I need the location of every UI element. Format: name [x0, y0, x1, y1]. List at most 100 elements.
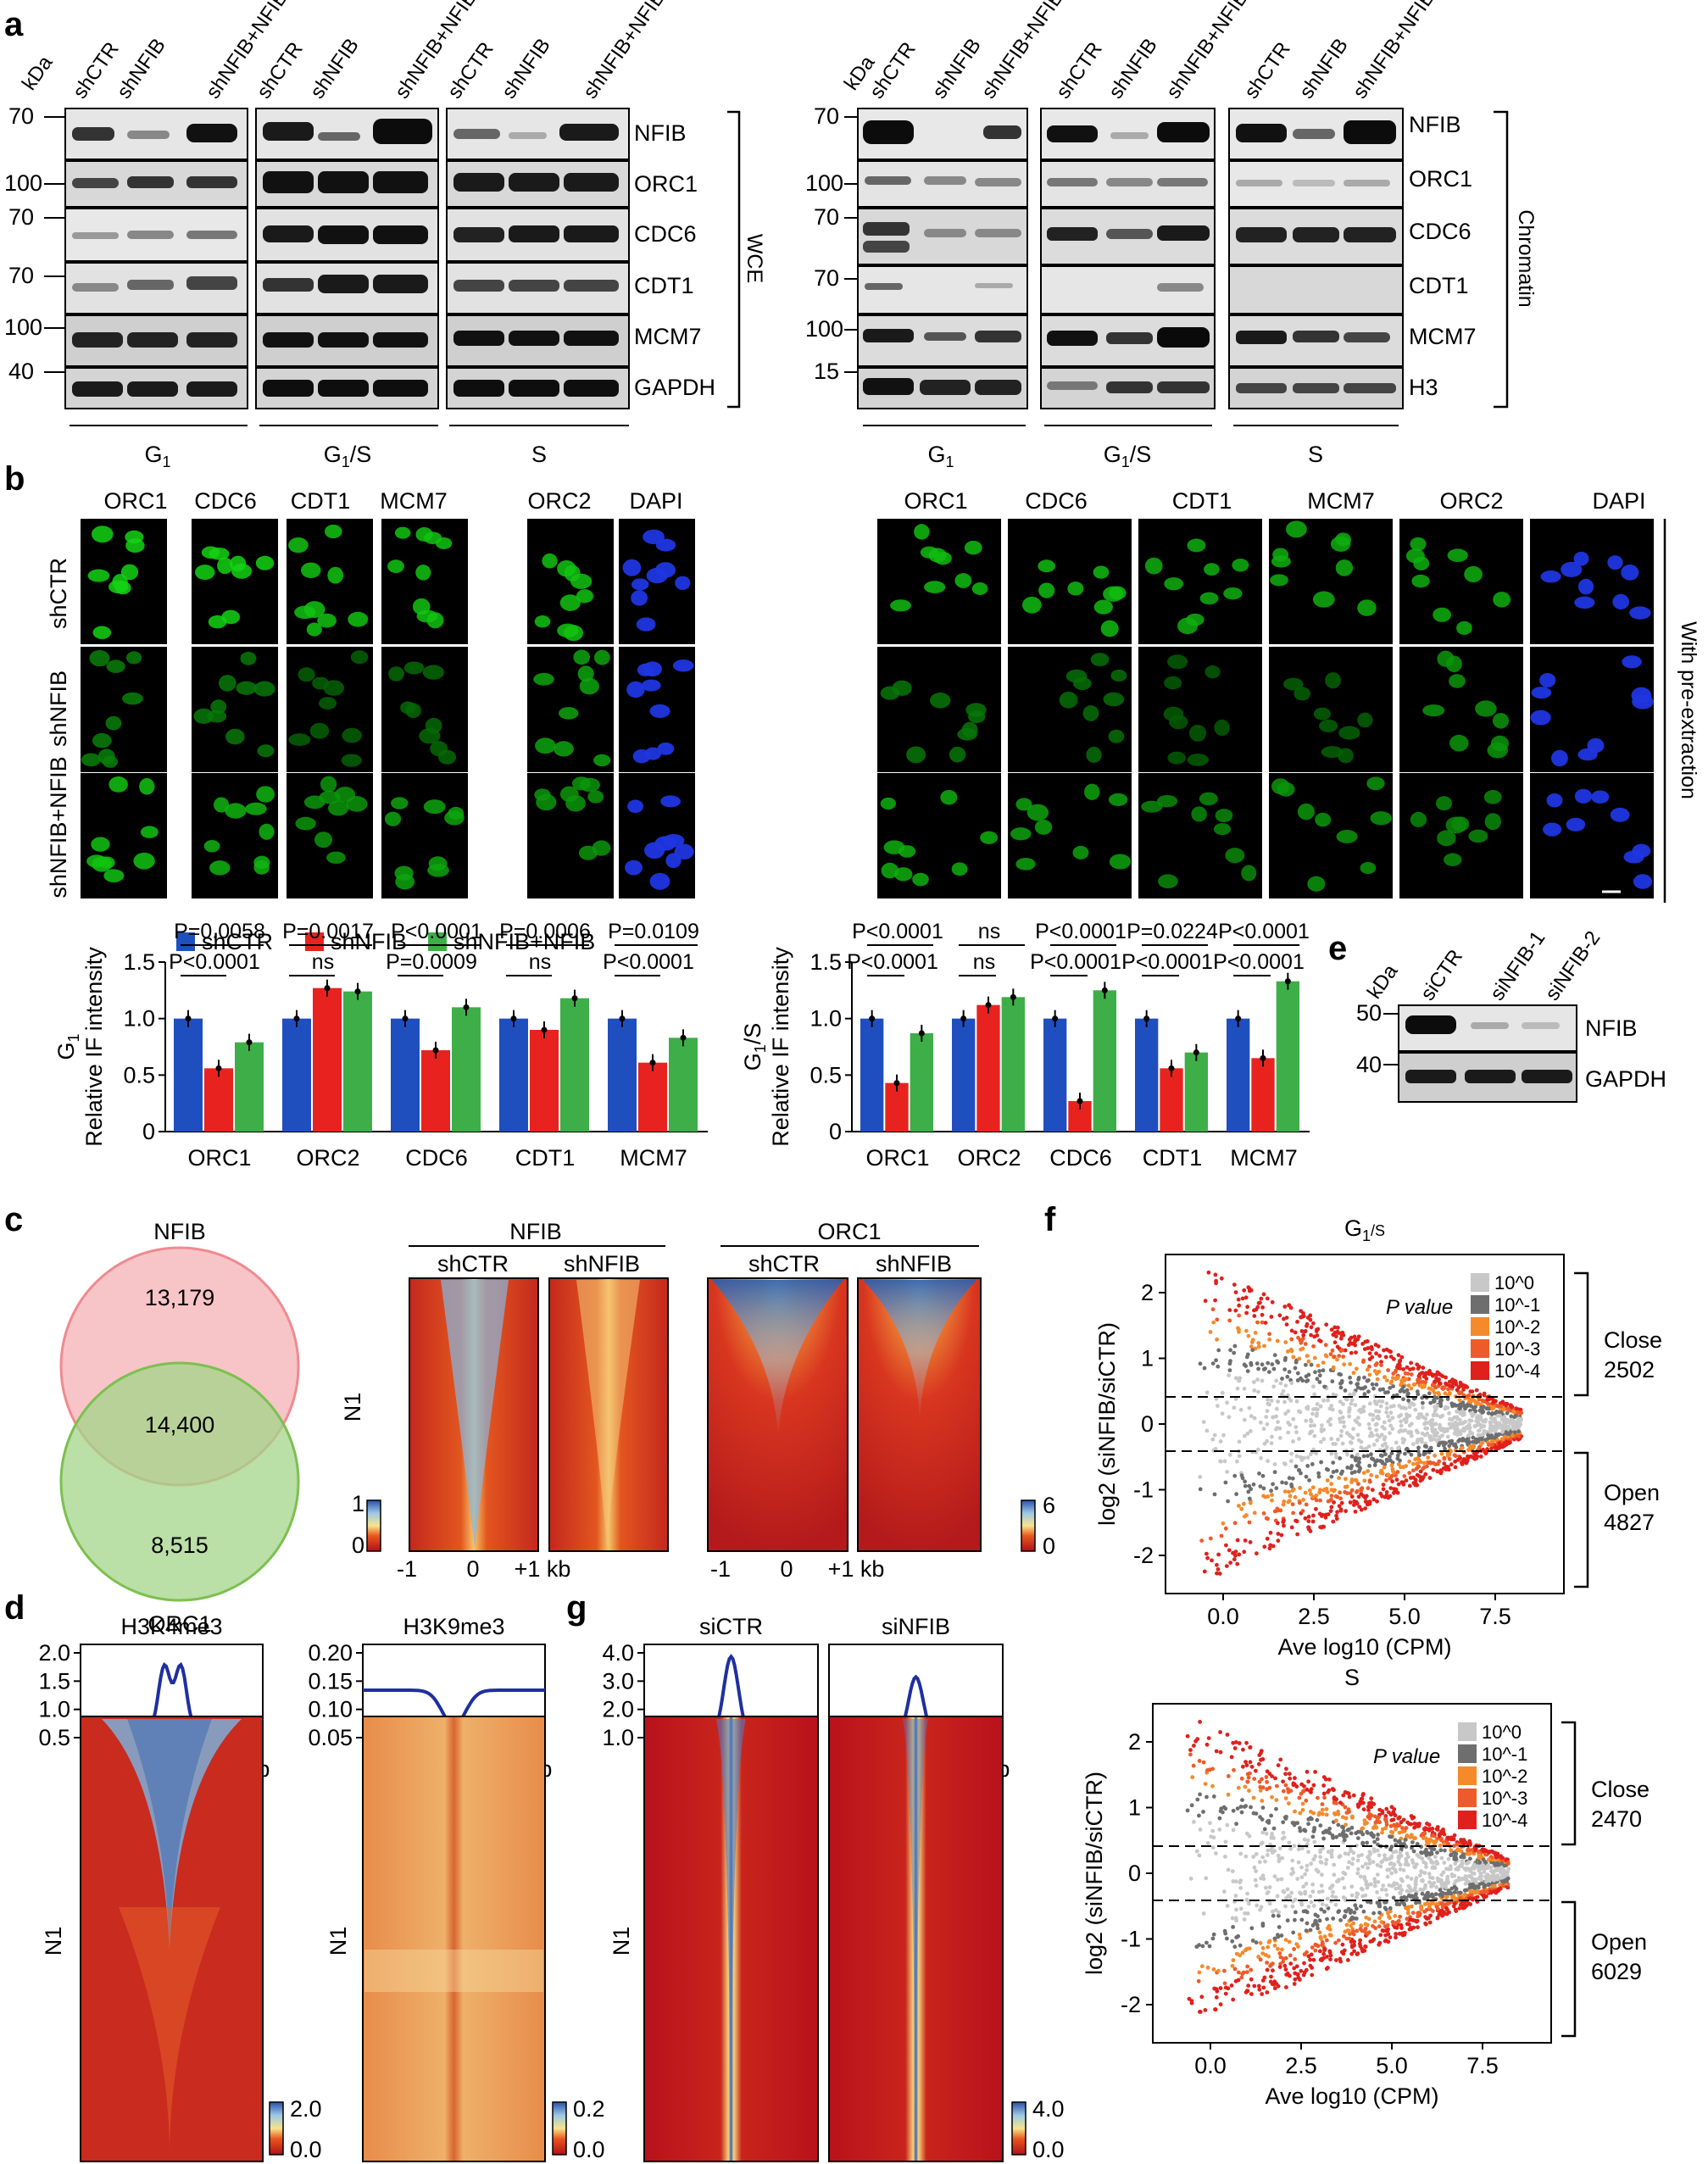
- ma-point: [1319, 1439, 1323, 1444]
- ma-point: [1287, 1303, 1292, 1308]
- ma-point: [1480, 1410, 1485, 1415]
- ma-point: [1340, 1832, 1345, 1837]
- ma-point: [1445, 1907, 1449, 1912]
- ma-point: [1356, 1866, 1360, 1872]
- data-point: [1284, 978, 1291, 985]
- ma-point: [1318, 1949, 1322, 1954]
- group-label: G1/S: [1104, 442, 1152, 470]
- nucleus: [1187, 538, 1206, 553]
- x-tick-label: MCM7: [620, 1145, 687, 1171]
- ma-point: [1387, 1349, 1392, 1354]
- ma-point: [1479, 1432, 1484, 1438]
- ma-point: [1283, 1783, 1288, 1788]
- panel-b-if-headers: ORC1 CDC6 CDT1 MCM7 ORC2 DAPI ORC1 CDC6 …: [46, 488, 1700, 903]
- ma-point: [1291, 1899, 1295, 1904]
- ma-point: [1453, 1442, 1458, 1447]
- ma-point: [1346, 1791, 1351, 1796]
- ma-point: [1399, 1480, 1405, 1484]
- nucleus: [1158, 874, 1178, 889]
- ma-point: [1510, 1427, 1516, 1432]
- ma-point: [1362, 1347, 1367, 1351]
- p-value: P<0.0001: [1213, 950, 1305, 974]
- nucleus: [1622, 655, 1642, 669]
- colorbar-max: 0.2: [573, 2096, 605, 2122]
- ma-point: [1481, 1849, 1486, 1854]
- ma-point: [1287, 1489, 1291, 1494]
- ma-point: [1391, 1404, 1396, 1409]
- ma-point: [1238, 1943, 1243, 1948]
- ma-point: [1326, 1789, 1330, 1794]
- ma-point: [1197, 1853, 1202, 1858]
- nucleus: [102, 755, 119, 768]
- ma-point: [1298, 1936, 1303, 1940]
- ma-point: [1288, 1776, 1293, 1781]
- ma-point: [1275, 1338, 1280, 1343]
- ma-point: [1299, 1782, 1305, 1787]
- nucleus: [1086, 747, 1102, 764]
- ma-point: [1514, 1421, 1518, 1425]
- ma-point: [1343, 1851, 1348, 1856]
- ma-point: [1413, 1477, 1418, 1483]
- ma-point: [1280, 1947, 1284, 1952]
- ma-point: [1383, 1888, 1388, 1893]
- ma-point: [1469, 1418, 1474, 1423]
- ma-point: [1433, 1453, 1437, 1458]
- ma-point: [1320, 1802, 1325, 1807]
- ma-point: [1422, 1827, 1427, 1832]
- ma-point: [1355, 1894, 1359, 1900]
- ma-point: [1310, 1411, 1315, 1416]
- ma-point: [1211, 1932, 1216, 1937]
- ma-point: [1271, 1913, 1276, 1918]
- ma-point: [1216, 1404, 1220, 1408]
- nucleus: [1141, 800, 1163, 813]
- ma-point: [1249, 1344, 1254, 1349]
- ma-point: [1293, 1917, 1297, 1922]
- ma-point: [1230, 1916, 1235, 1921]
- ma-point: [1275, 1521, 1280, 1526]
- p-value: P<0.0001: [603, 950, 694, 974]
- nucleus: [324, 524, 342, 539]
- nucleus: [1205, 665, 1221, 679]
- ma-point: [1333, 1895, 1338, 1900]
- ma-point: [1280, 1480, 1284, 1485]
- ma-point: [1367, 1357, 1372, 1361]
- ma-point: [1205, 1768, 1210, 1772]
- nucleus: [1487, 742, 1508, 759]
- protein-label: MCM7: [1409, 324, 1477, 349]
- ma-point: [1443, 1446, 1447, 1451]
- ma-point: [1249, 1362, 1254, 1367]
- ma-point: [1246, 1775, 1251, 1780]
- ma-point: [1308, 1816, 1313, 1821]
- ma-point: [1488, 1420, 1493, 1425]
- ma-point: [1380, 1887, 1384, 1892]
- ma-point: [1233, 1894, 1238, 1898]
- ma-point: [1195, 1797, 1200, 1802]
- ma-point: [1377, 1388, 1383, 1392]
- ma-point: [1327, 1827, 1332, 1831]
- ma-point: [1379, 1920, 1384, 1924]
- ma-point: [1247, 1483, 1252, 1488]
- ma-point: [1304, 1418, 1309, 1423]
- nucleus: [890, 599, 911, 612]
- ma-point: [1333, 1940, 1338, 1945]
- ma-point: [1388, 1905, 1393, 1911]
- ma-point: [1318, 1339, 1323, 1343]
- ma-point: [1360, 1887, 1365, 1892]
- close-count: 2470: [1591, 1806, 1642, 1832]
- ma-point: [1342, 1838, 1347, 1843]
- ma-point: [1459, 1890, 1463, 1895]
- nucleus: [424, 531, 442, 545]
- ma-point: [1221, 1521, 1226, 1526]
- ma-point: [1378, 1491, 1383, 1496]
- ma-point: [1505, 1861, 1510, 1866]
- ma-point: [1295, 1877, 1300, 1882]
- ma-point: [1457, 1906, 1462, 1911]
- ma-point: [1423, 1416, 1428, 1421]
- ma-point: [1323, 1343, 1328, 1348]
- ma-point: [1260, 1805, 1266, 1811]
- ma-point: [1398, 1866, 1403, 1872]
- ma-point: [1403, 1838, 1408, 1842]
- chart-title: G1/S: [740, 1023, 769, 1071]
- ma-point: [1291, 1870, 1296, 1875]
- ma-point: [1367, 1401, 1372, 1406]
